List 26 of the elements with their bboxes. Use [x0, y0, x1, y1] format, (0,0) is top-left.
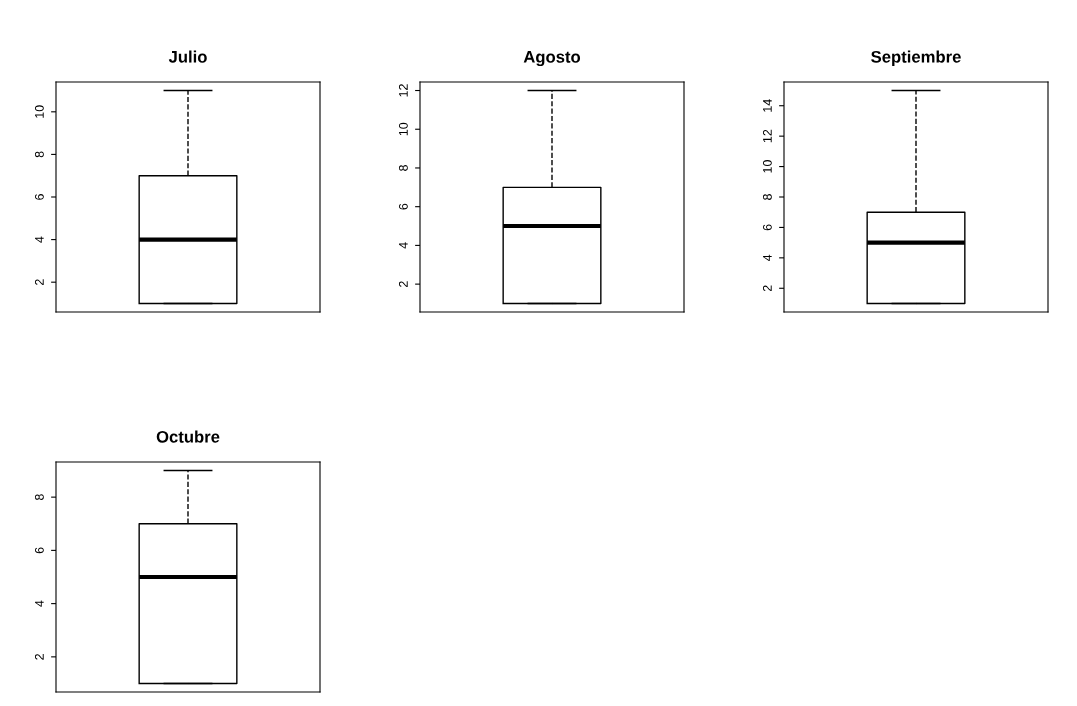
y-tick-label: 10 [34, 105, 44, 118]
y-tick-label: 12 [762, 129, 772, 143]
y-tick-label: 10 [398, 122, 408, 136]
y-tick-label: 14 [763, 99, 772, 112]
y-tick-label: 8 [34, 151, 44, 158]
y-tick-label: 2 [34, 279, 44, 286]
y-tick-label: 6 [762, 224, 772, 231]
chart-title: Agosto [523, 51, 581, 67]
y-tick-label: 2 [398, 281, 408, 287]
y-tick-label: 2 [762, 285, 772, 292]
y-tick-label: 4 [399, 242, 408, 249]
y-tick-label: 12 [398, 84, 408, 97]
y-tick-label: 8 [762, 194, 772, 200]
y-tick-label: 8 [398, 165, 408, 171]
y-tick-label: 4 [763, 254, 772, 262]
y-tick-label: 8 [34, 494, 44, 501]
y-tick-label: 6 [34, 194, 44, 200]
y-tick-label: 6 [398, 203, 408, 210]
chart-title: Julio [168, 50, 207, 63]
y-tick-label: 4 [35, 236, 44, 243]
chart-title: Septiembre [871, 50, 961, 67]
y-tick-label: 6 [34, 547, 44, 554]
y-tick-label: 10 [762, 160, 772, 173]
y-tick-label: 4 [35, 600, 44, 607]
chart-title: Octubre [156, 430, 220, 443]
y-tick-label: 2 [34, 654, 44, 660]
